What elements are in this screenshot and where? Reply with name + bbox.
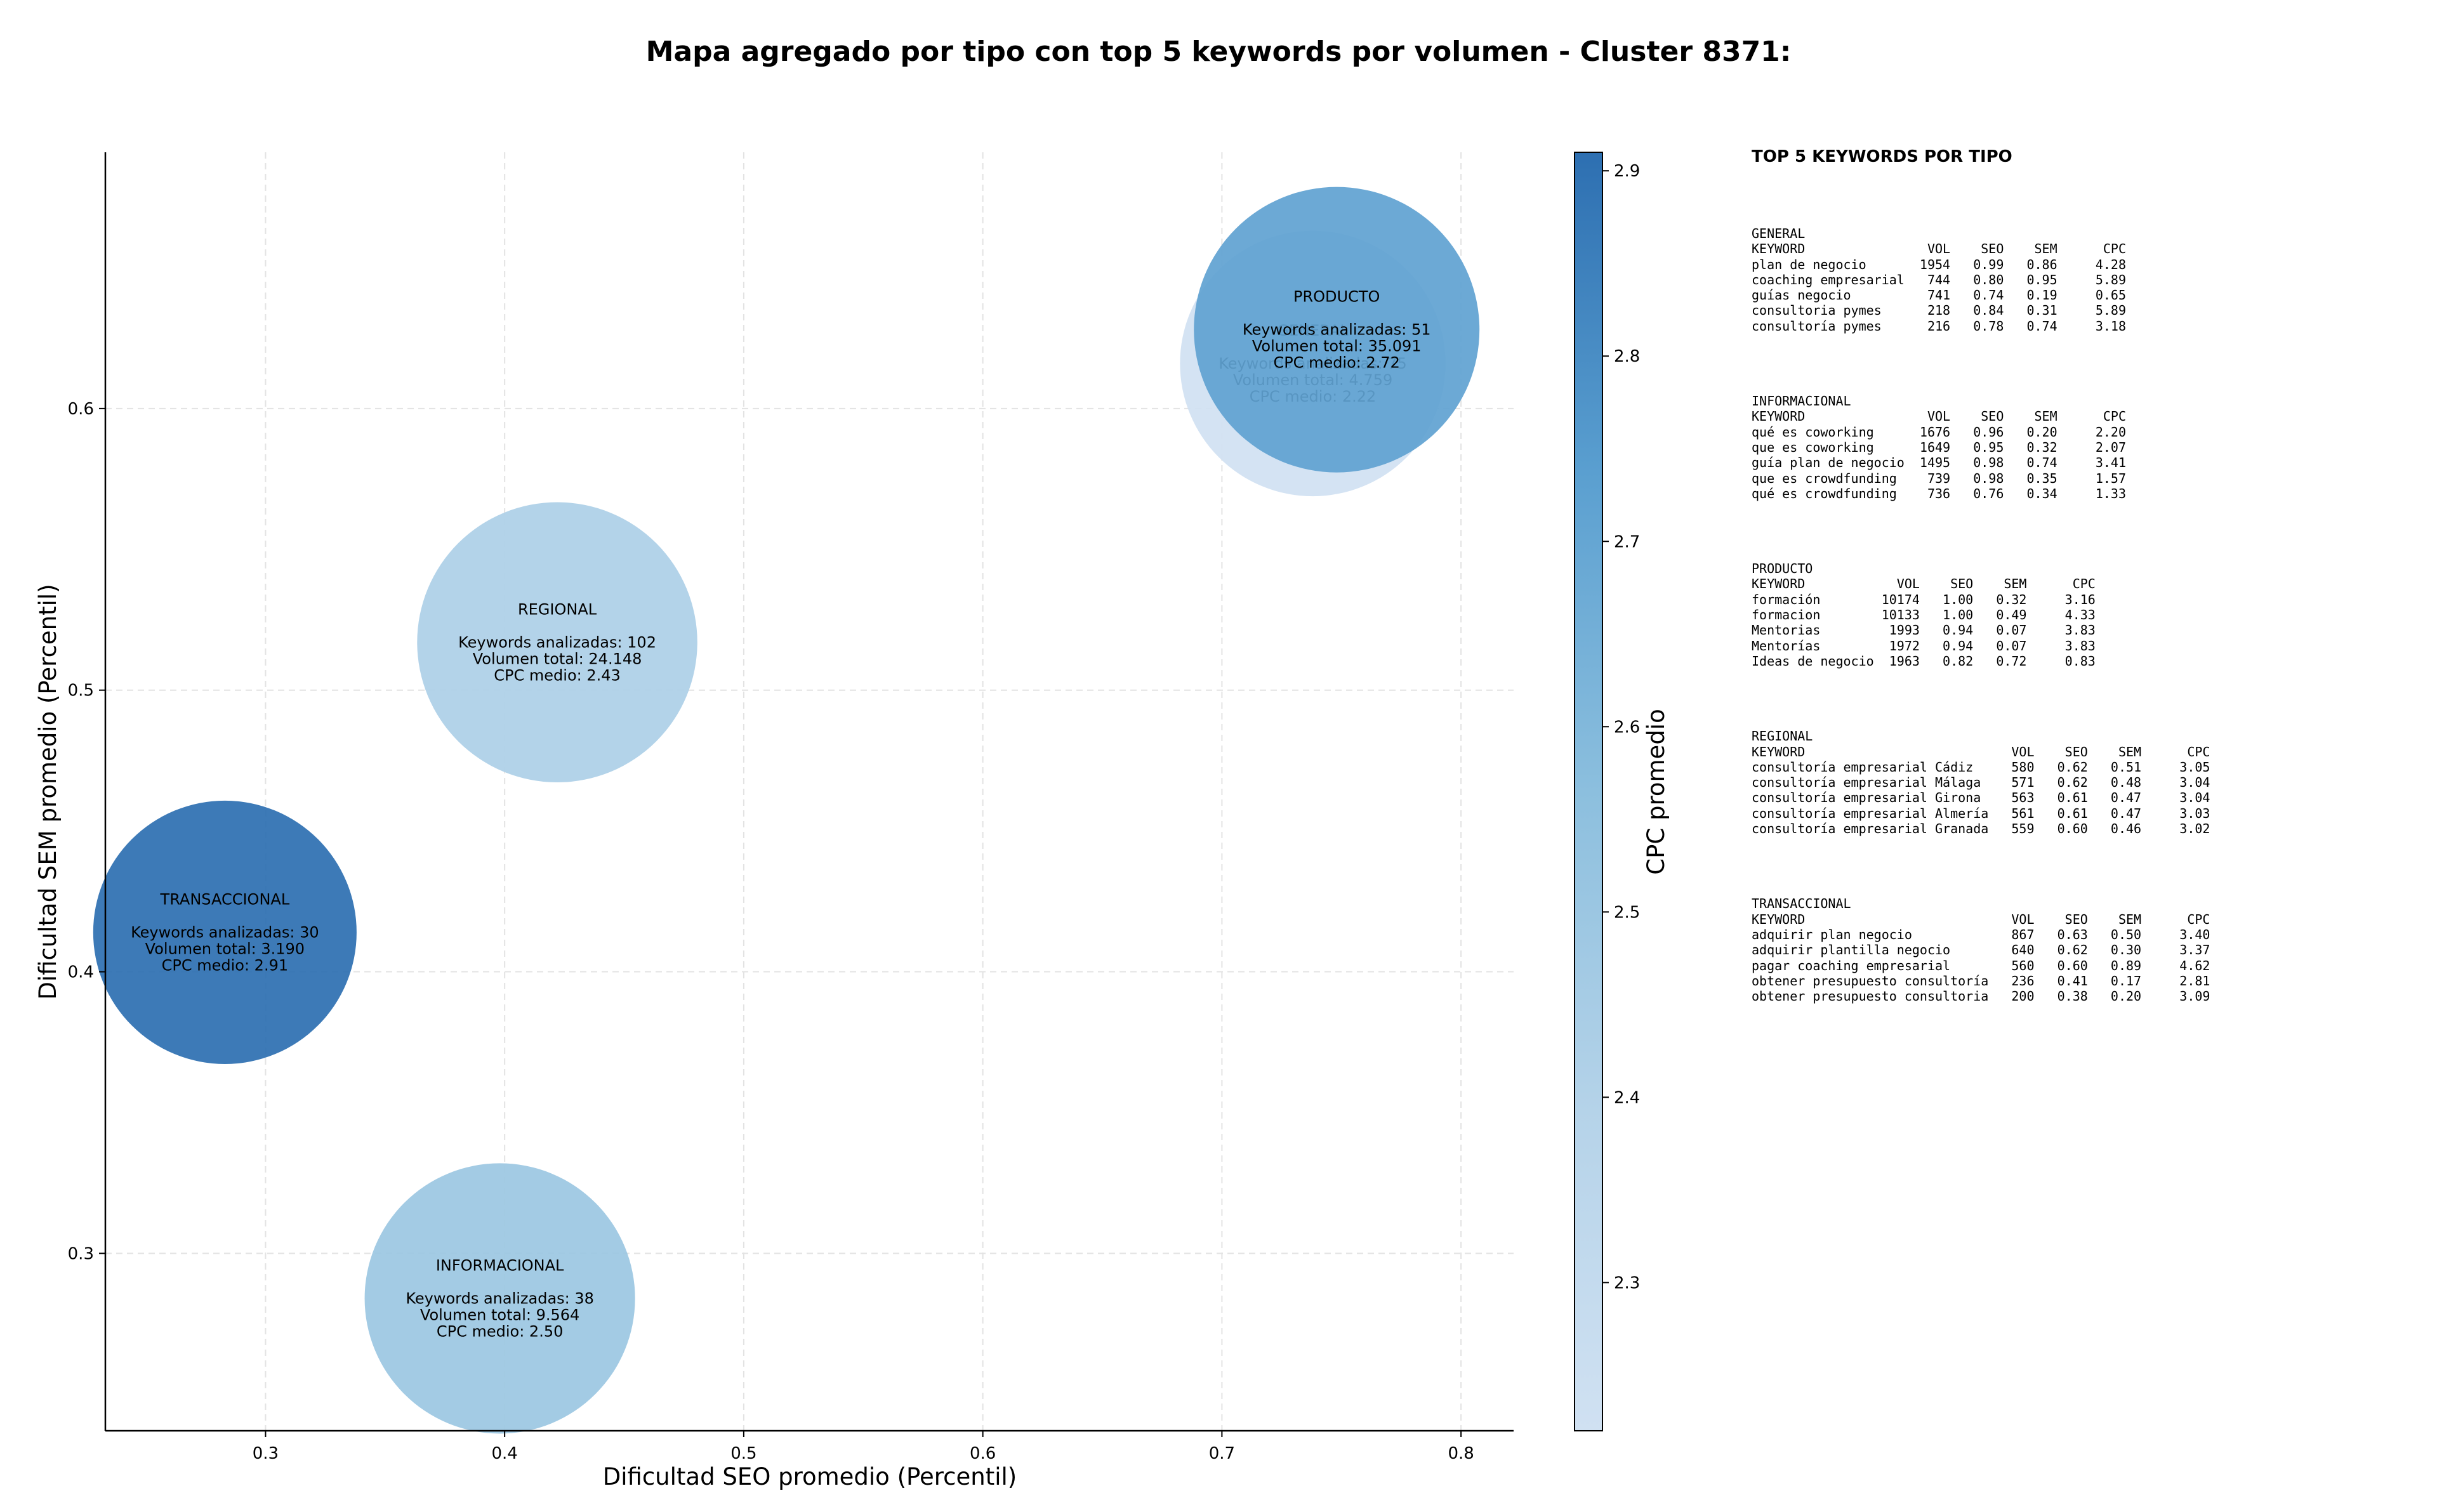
bubble-label: TRANSACCIONAL [160,890,290,908]
x-tick-label: 0.4 [491,1444,517,1463]
bubble-stat: Keywords analizadas: 30 [131,923,319,941]
keyword-section-general: GENERAL KEYWORD VOL SEO SEM CPC plan de … [1752,226,2424,334]
y-tick-label: 0.4 [68,963,94,982]
bubble-label: INFORMACIONAL [436,1256,564,1274]
x-tick-label: 0.6 [970,1444,996,1463]
colorbar-tick-label: 2.3 [1614,1273,1640,1292]
bubble-stat: Keywords analizadas: 102 [458,633,656,651]
bubble-stat: Volumen total: 35.091 [1252,338,1422,355]
bubble-regional: REGIONAL Keywords analizadas: 102Volumen … [417,502,697,783]
colorbar-tick-label: 2.9 [1614,162,1640,181]
bubble-stat: CPC medio: 2.43 [494,666,621,684]
x-tick-label: 0.3 [253,1444,279,1463]
colorbar-label: CPC promedio [1642,709,1670,874]
colorbar-tick-label: 2.5 [1614,903,1640,922]
panel-title: TOP 5 KEYWORDS POR TIPO [1752,147,2012,166]
bubble-stat: CPC medio: 2.91 [162,956,289,974]
colorbar-tick-label: 2.7 [1614,532,1640,551]
top-keywords-panel: TOP 5 KEYWORDS POR TIPO GENERAL KEYWORD … [1752,147,2424,1063]
colorbar: 2.3 2.4 2.5 2.6 2.7 2.8 2.9 CPC promedio [1574,152,1670,1431]
keyword-section-producto: PRODUCTO KEYWORD VOL SEO SEM CPC formaci… [1752,561,2424,669]
x-tick-label: 0.5 [730,1444,756,1463]
bubble-circle [364,1163,635,1434]
bubble-stat: CPC medio: 2.72 [1273,354,1400,372]
x-tick-label: 0.8 [1448,1444,1474,1463]
colorbar-tick-label: 2.6 [1614,718,1640,737]
y-tick-label: 0.6 [68,400,94,419]
keyword-table: GENERAL KEYWORD VOL SEO SEM CPC plan de … [1752,226,2127,334]
x-tick-label: 0.7 [1209,1444,1235,1463]
colorbar-ticks: 2.3 2.4 2.5 2.6 2.7 2.8 2.9 [1602,162,1640,1292]
y-tick-label: 0.5 [68,681,94,700]
chart-title: Mapa agregado por tipo con top 5 keyword… [645,36,1792,68]
colorbar-tick-label: 2.8 [1614,347,1640,366]
keyword-section-informacional: INFORMACIONAL KEYWORD VOL SEO SEM CPC qu… [1752,393,2424,501]
keyword-section-regional: REGIONAL KEYWORD VOL SEO SEM CPC consult… [1752,728,2424,836]
y-tick-label: 0.3 [68,1244,94,1263]
grid-lines [105,152,1514,1431]
bubble-label: PRODUCTO [1293,288,1380,306]
keyword-table: TRANSACCIONAL KEYWORD VOL SEO SEM CPC ad… [1752,896,2210,1004]
axes: 0.3 0.4 0.5 0.6 0.7 0.8 0.3 0.4 0.5 0.6 [68,152,1514,1463]
bubble-stat: CPC medio: 2.50 [437,1322,564,1340]
keyword-table: PRODUCTO KEYWORD VOL SEO SEM CPC formaci… [1752,561,2096,669]
bubble-informacional: INFORMACIONAL Keywords analizadas: 38Volu… [364,1163,635,1434]
bubbles: GENERALKeywords analizadas: 75Volumen to… [93,187,1480,1434]
bubble-stat: Volumen total: 9.564 [420,1306,579,1324]
x-axis-label: Dificultad SEO promedio (Percentil) [603,1463,1017,1490]
keyword-sections: GENERAL KEYWORD VOL SEO SEM CPC plan de … [1752,226,2424,1004]
bubble-circle [417,502,697,783]
keyword-table: INFORMACIONAL KEYWORD VOL SEO SEM CPC qu… [1752,393,2127,501]
keyword-section-transaccional: TRANSACCIONAL KEYWORD VOL SEO SEM CPC ad… [1752,896,2424,1004]
bubble-label: REGIONAL [518,600,597,618]
bubble-stat: Keywords analizadas: 38 [406,1289,594,1307]
bubble-transaccional: TRANSACCIONAL Keywords analizadas: 30Volu… [93,800,357,1064]
bubble-stat: Volumen total: 24.148 [473,650,642,667]
bubble-circle [93,800,357,1064]
bubble-stat: Volumen total: 3.190 [145,940,305,957]
colorbar-gradient [1574,152,1603,1431]
bubble-stat: Keywords analizadas: 51 [1243,321,1431,339]
keyword-table: REGIONAL KEYWORD VOL SEO SEM CPC consult… [1752,728,2210,837]
y-axis-label: Dificultad SEM promedio (Percentil) [34,584,62,999]
bubble-circle [1194,187,1480,473]
colorbar-tick-label: 2.4 [1614,1088,1640,1107]
